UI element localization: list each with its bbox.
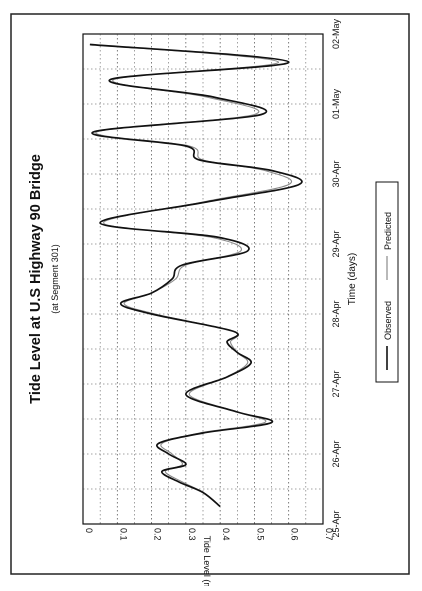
legend-observed-label: Observed (383, 301, 393, 340)
y-tick-label: 0.1 (118, 528, 128, 541)
legend-predicted-label: Predicted (383, 212, 393, 250)
y-tick-label: 0.2 (153, 528, 163, 541)
y-tick-label: 0.6 (290, 528, 300, 541)
y-tick-label: 0 (84, 528, 94, 533)
x-tick-label: 30-Apr (331, 160, 341, 187)
grid (83, 34, 323, 524)
page-border (10, 13, 410, 575)
y-tick-label: 0.4 (221, 528, 231, 541)
x-tick-label: 01-May (331, 88, 341, 119)
x-tick-label: 29-Apr (331, 230, 341, 257)
x-tick-label: 27-Apr (331, 370, 341, 397)
chart-subtitle: (at Segment 301) (50, 244, 60, 314)
x-tick-label: 28-Apr (331, 300, 341, 327)
y-tick-label: 0.5 (255, 528, 265, 541)
y-tick-label: 0.3 (187, 528, 197, 541)
tick-labels: 0 0.1 0.2 0.3 0.4 0.5 0.6 0.725-Apr 26-Apr 27-Apr… (84, 18, 341, 540)
legend: Observed Predicted (375, 181, 399, 383)
chart-title: Tide Level at U.S Highway 90 Bridge (28, 154, 44, 404)
x-axis-label: Time (days) (347, 253, 358, 305)
legend-box (375, 181, 399, 383)
x-tick-label: 25-Apr (331, 510, 341, 537)
y-tick-label: 0.7 (324, 528, 334, 541)
x-tick-label: 26-Apr (331, 440, 341, 467)
series-lines (89, 43, 303, 508)
x-tick-label: 02-May (331, 18, 341, 49)
y-axis-label: Tide Level (meter) (202, 536, 212, 586)
observed-series-line (89, 43, 303, 508)
